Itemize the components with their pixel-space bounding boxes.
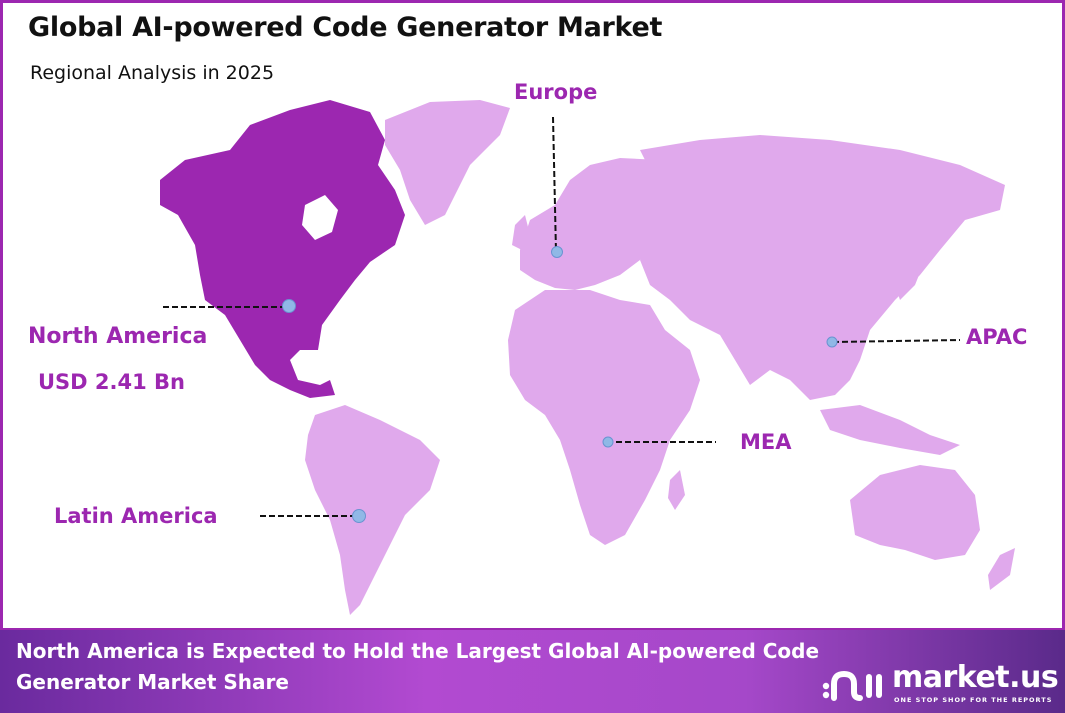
asia-shape: [640, 135, 1005, 400]
brand-logo: market.us ONE STOP SHOP FOR THE REPORTS: [820, 660, 1060, 710]
brand-name: market.us: [892, 660, 1059, 695]
chart-subtitle: Regional Analysis in 2025: [30, 62, 275, 84]
australia-shape: [850, 465, 980, 560]
world-map: [160, 100, 1015, 615]
latin-america-marker: [352, 509, 366, 523]
label-north-america: North America: [28, 324, 208, 349]
label-mea: MEA: [740, 430, 792, 454]
footer-banner: North America is Expected to Hold the La…: [0, 628, 1065, 713]
chart-title: Global AI-powered Code Generator Market: [28, 12, 663, 43]
north-america-value: USD 2.41 Bn: [38, 370, 185, 394]
label-europe: Europe: [514, 80, 598, 104]
latin-america-shape: [305, 405, 440, 615]
apac-marker: [826, 336, 838, 348]
footer-headline: North America is Expected to Hold the La…: [16, 639, 820, 694]
brand-tagline: ONE STOP SHOP FOR THE REPORTS: [894, 696, 1053, 704]
label-apac: APAC: [966, 325, 1028, 349]
apac-connector: [832, 339, 961, 343]
label-latin-america: Latin America: [54, 504, 218, 528]
market-us-logo-icon: [822, 670, 882, 701]
greenland-shape: [385, 100, 510, 225]
mea-marker: [602, 436, 614, 448]
europe-marker: [551, 246, 563, 258]
europe-connector: [552, 116, 557, 253]
africa-shape: [508, 290, 700, 545]
north-america-shape: [160, 100, 405, 398]
north-america-marker: [282, 299, 296, 313]
